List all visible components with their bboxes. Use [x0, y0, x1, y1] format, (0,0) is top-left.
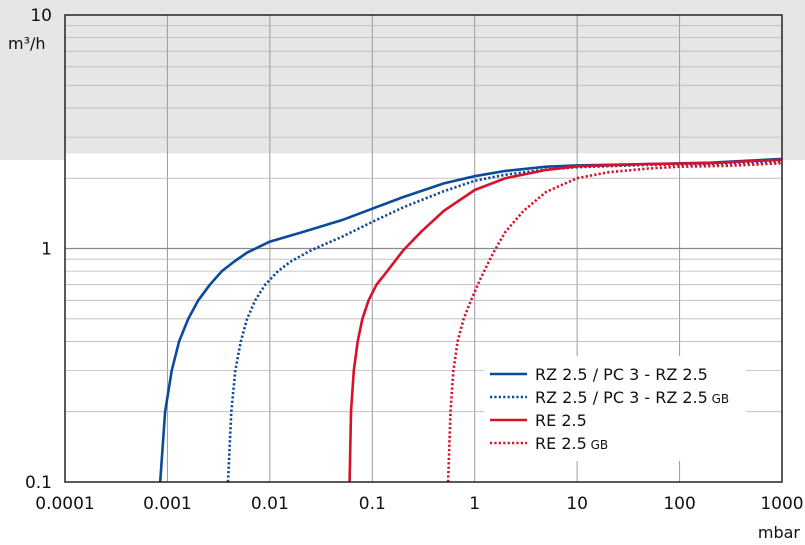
- x-tick-label: 1: [469, 494, 480, 514]
- x-axis-label: mbar: [758, 523, 801, 542]
- legend-label-suffix: GB: [708, 392, 729, 406]
- y-axis: 0.1 1 10: [25, 6, 52, 493]
- plot-band: [65, 15, 782, 154]
- y-tick-label: 0.1: [25, 473, 52, 493]
- x-tick-label: 0.001: [143, 494, 192, 514]
- legend-label-suffix: GB: [587, 438, 608, 452]
- legend-label: RZ 2.5 / PC 3 - RZ 2.5 GB: [535, 388, 729, 407]
- legend: RZ 2.5 / PC 3 - RZ 2.5 RZ 2.5 / PC 3 - RZ…: [484, 356, 746, 461]
- y-axis-label: m³/h: [8, 34, 46, 53]
- legend-label: RZ 2.5 / PC 3 - RZ 2.5: [535, 365, 708, 384]
- x-tick-label: 1000: [760, 494, 803, 514]
- y-tick-label: 1: [41, 240, 52, 260]
- legend-box: [484, 356, 746, 461]
- series-line-1: [158, 157, 783, 483]
- plot-frame: [64, 14, 783, 483]
- x-tick-label: 100: [663, 494, 695, 514]
- legend-label: RE 2.5 GB: [535, 434, 608, 453]
- series-group: [158, 157, 783, 483]
- x-axis: 0.0001 0.001 0.01 0.1 1 10 100 1000: [35, 494, 803, 514]
- x-tick-label: 10: [566, 494, 588, 514]
- legend-label: RE 2.5: [535, 411, 587, 430]
- x-tick-label: 0.0001: [35, 494, 94, 514]
- y-tick-label: 10: [30, 6, 52, 26]
- series-line-4: [446, 161, 783, 483]
- x-tick-label: 0.01: [251, 494, 289, 514]
- series-line-3: [348, 158, 783, 483]
- x-tick-label: 0.1: [359, 494, 386, 514]
